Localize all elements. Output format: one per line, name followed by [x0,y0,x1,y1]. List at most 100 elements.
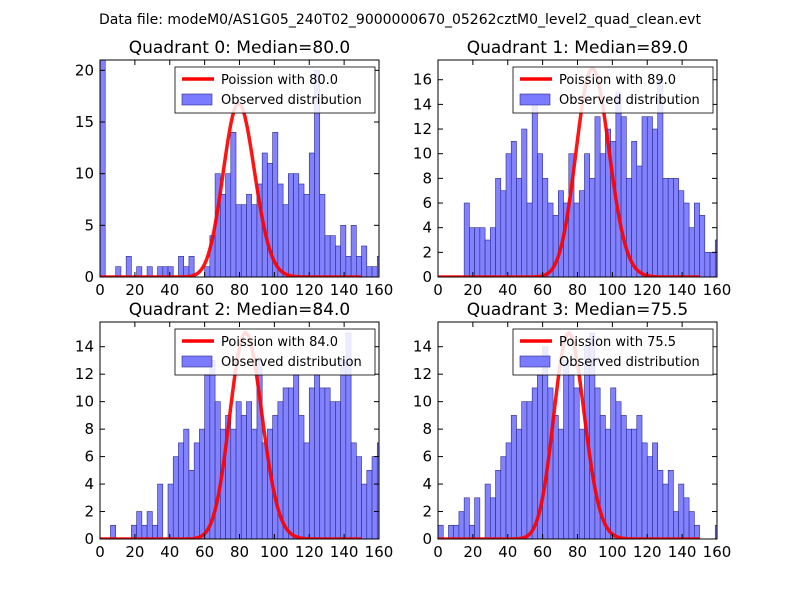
legend-box [512,328,714,376]
y-tick-label: 4 [422,475,432,493]
histogram-bar [453,524,460,539]
y-tick-label: 10 [75,393,94,411]
histogram-bar [620,415,627,539]
histogram-bar [303,442,310,539]
histogram-bar [371,456,378,539]
x-tick-label: 120 [633,543,662,561]
histogram-bar [288,173,294,277]
x-tick-label: 40 [498,543,517,561]
histogram-bar [714,239,717,277]
histogram-bar [324,235,331,277]
x-tick-label: 100 [260,543,289,561]
x-tick-label: 60 [533,281,552,299]
histogram-bar [335,401,341,539]
histogram-bar [183,428,190,539]
histogram-bar [694,202,700,277]
histogram-bar [594,116,601,277]
histogram-bar [631,141,638,277]
histogram-bar [356,256,362,277]
histogram-bar [282,387,289,539]
legend-bars-label: Observed distribution [221,93,362,108]
histogram-bar [615,401,622,539]
y-tick-label: 4 [422,219,432,237]
histogram-bar [293,173,300,277]
legend-bars-label: Observed distribution [221,355,362,370]
legend-bars-label: Observed distribution [559,93,700,108]
histogram-bar [199,428,205,539]
histogram-bar [458,511,465,539]
histogram-bar [100,60,106,277]
histogram-bar [578,190,585,277]
plot-area [438,66,736,277]
y-tick-label: 2 [422,243,432,261]
x-tick-label: 60 [195,543,214,561]
y-tick-label: 6 [422,448,432,466]
chart-title: Quadrant 1: Median=89.0 [467,38,689,58]
histogram-bar [403,525,408,539]
legend-bars-swatch [519,355,551,368]
histogram-bar [646,116,653,277]
x-tick-label: 40 [160,543,179,561]
histogram-bar [298,183,305,277]
histogram-bar [308,152,315,277]
x-tick-label: 0 [433,543,443,561]
chart-panel-3: Quadrant 3: Median=75.50 20 40 60 80 100 120 14… [413,300,731,561]
y-tick-label: 14 [75,338,94,356]
histogram-bar [652,128,659,277]
histogram-bar [204,266,211,277]
histogram-bar [662,178,669,277]
histogram-bar [662,483,669,539]
histogram-bar [188,470,195,539]
histogram-bar [490,227,496,277]
histogram-bar [631,428,638,539]
y-tick-label: 12 [413,120,432,138]
histogram-bar [652,442,659,539]
legend: Poission with 80.0 Observed distribution [174,66,376,114]
histogram-bar [589,178,596,277]
y-tick-label: 20 [75,61,94,79]
legend-curve-label: Poission with 84.0 [221,335,338,350]
histogram-bar [599,153,606,277]
y-tick-label: 8 [84,420,94,438]
histogram-bar [246,401,253,539]
x-tick-label: 0 [95,543,105,561]
histogram-bar [699,215,706,277]
y-tick-label: 8 [422,169,432,187]
histogram-bar [537,153,543,277]
legend-curve-label: Poission with 80.0 [221,73,338,88]
legend-bars-swatch [181,355,213,368]
histogram-bar [673,178,679,277]
histogram-bar [393,498,398,539]
x-tick-label: 140 [330,281,359,299]
x-tick-label: 140 [668,281,697,299]
histogram-bar [542,346,549,539]
histogram-bar [495,470,502,539]
subplot-grid: Quadrant 0: Median=80.00 20 40 60 80 100 120 14… [75,38,736,561]
legend: Poission with 84.0 Observed distribution [174,328,376,376]
histogram-bar [329,401,336,539]
histogram-bar [303,194,310,277]
y-tick-label: 6 [422,194,432,212]
histogram-bar [438,524,444,539]
chart-title: Quadrant 0: Median=80.0 [129,38,351,58]
y-tick-label: 14 [413,95,432,113]
y-tick-label: 10 [413,393,432,411]
histogram-bar [495,178,502,277]
chart-title: Quadrant 2: Median=84.0 [129,300,351,320]
histogram-bar [678,483,685,539]
histogram-bar [178,442,184,539]
x-tick-label: 120 [295,281,324,299]
histogram-bar [641,116,648,277]
histogram-bar [388,457,393,539]
histogram-bar [731,252,736,277]
histogram-bar [345,256,352,277]
y-tick-label: 12 [75,365,94,383]
y-tick-label: 0 [84,268,94,286]
x-tick-label: 80 [230,281,249,299]
figure-suptitle: Data file: modeM0/AS1G05_240T02_90000006… [99,12,701,28]
histogram-bar [521,401,528,539]
histogram-bar [230,428,237,539]
y-tick-label: 14 [413,338,432,356]
histogram-bar [131,524,137,539]
